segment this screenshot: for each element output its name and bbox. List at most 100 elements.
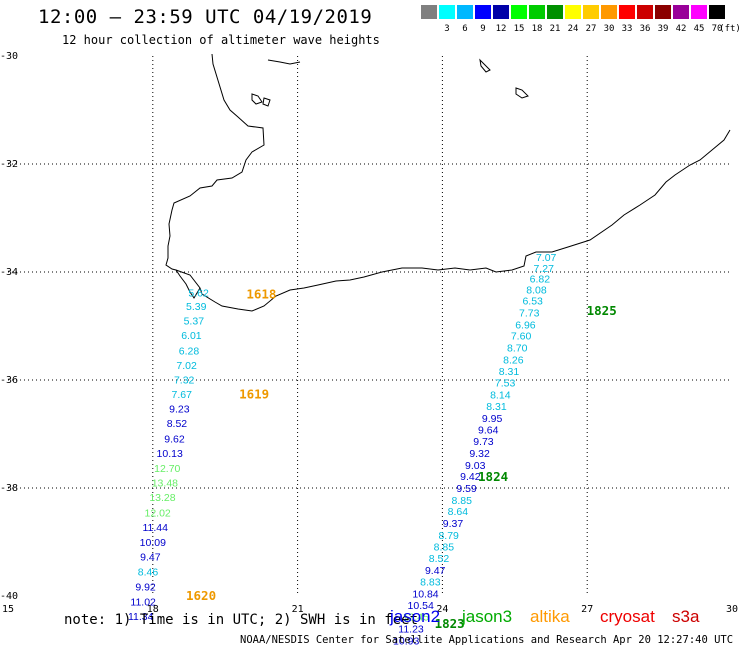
lon-tick-label: 21 xyxy=(292,604,304,615)
offshore-island xyxy=(479,58,491,73)
wave-height-label: 9.03 xyxy=(465,460,486,472)
wave-height-label: 5.39 xyxy=(186,301,207,313)
wave-height-label: 8.08 xyxy=(526,284,547,296)
wave-height-label: 8.52 xyxy=(429,553,450,565)
lat-tick-label: -32 xyxy=(0,159,18,170)
pass-time-label: 1825 xyxy=(587,303,617,318)
wave-height-label: 6.82 xyxy=(530,273,551,285)
legend-swatch xyxy=(439,5,455,19)
pass-time-label: 1618 xyxy=(246,287,276,302)
wave-height-label: 9.42 xyxy=(460,471,481,483)
wave-height-label: 9.37 xyxy=(443,518,464,530)
legend-label: 24 xyxy=(567,24,579,34)
lon-tick-label: 30 xyxy=(726,604,738,615)
legend-swatch xyxy=(421,5,437,19)
lon-tick-label: 24 xyxy=(436,604,448,615)
lat-tick-label: -38 xyxy=(0,483,18,494)
wave-height-label: 8.79 xyxy=(438,530,459,542)
legend-swatch xyxy=(511,5,527,19)
wave-height-label: 7.53 xyxy=(495,378,516,390)
legend-unit: (ft) xyxy=(719,24,740,34)
wave-height-label: 8.46 xyxy=(138,567,159,579)
wave-height-label: 13.48 xyxy=(152,478,178,490)
wave-height-label: 9.92 xyxy=(135,581,156,593)
wave-height-label: 8.70 xyxy=(507,343,528,355)
pass-time-label: 1824 xyxy=(478,469,508,484)
wave-height-label: 8.52 xyxy=(167,418,188,430)
legend-label: 45 xyxy=(693,24,705,34)
legend-label: 30 xyxy=(603,24,615,34)
wave-height-label: 9.59 xyxy=(456,483,477,495)
wave-height-label: 9.23 xyxy=(169,404,190,416)
credit-line: NOAA/NESDIS Center for Satellite Applica… xyxy=(240,634,740,646)
legend-swatch xyxy=(475,5,491,19)
legend-swatch xyxy=(583,5,599,19)
footer-note: note: 1) Time is in UTC; 2) SWH is in fe… xyxy=(64,612,419,628)
wave-height-label: 8.64 xyxy=(448,506,469,518)
legend-label: 12 xyxy=(495,24,507,34)
map-title: 12:00 – 23:59 UTC 04/19/2019 xyxy=(38,6,373,28)
wave-height-label: 7.27 xyxy=(534,263,555,275)
legend-swatch xyxy=(655,5,671,19)
wave-height-label: 10.13 xyxy=(157,448,183,460)
cape-peninsula xyxy=(175,269,201,299)
pass-time-label: 1619 xyxy=(239,387,269,402)
legend-swatch xyxy=(691,5,707,19)
inland-lake xyxy=(515,87,529,99)
lon-tick-label: 27 xyxy=(581,604,593,615)
wave-height-label: 7.67 xyxy=(172,389,193,401)
legend-label: 18 xyxy=(531,24,543,34)
legend-label: 70 xyxy=(711,24,723,34)
wave-height-label: 5.37 xyxy=(184,316,205,328)
wave-height-label: 6.28 xyxy=(179,345,200,357)
pass-time-label: 1620 xyxy=(186,588,216,603)
wave-height-label: 7.32 xyxy=(174,374,195,386)
legend-label: 21 xyxy=(549,24,561,34)
lat-tick-label: -40 xyxy=(0,591,18,602)
wave-height-label: 7.02 xyxy=(176,360,197,372)
wave-height-label: 7.07 xyxy=(536,252,557,264)
wave-height-label: 11.34 xyxy=(128,611,154,623)
wave-height-label: 9.64 xyxy=(478,425,499,437)
legend-swatch xyxy=(637,5,653,19)
wave-height-label: 9.62 xyxy=(164,433,185,445)
satellite-name: jason3 xyxy=(462,607,513,626)
legend-label: 15 xyxy=(513,24,525,34)
inland-pans xyxy=(251,93,271,107)
wave-height-label: 9.95 xyxy=(482,413,503,425)
inland-coast-fragment xyxy=(267,59,301,65)
coastline xyxy=(165,53,731,312)
lat-tick-label: -36 xyxy=(0,375,18,386)
legend-label: 27 xyxy=(585,24,597,34)
wave-height-label: 6.96 xyxy=(515,319,536,331)
legend-swatch xyxy=(529,5,545,19)
satellite-name: s3a xyxy=(672,607,700,626)
legend-swatch xyxy=(493,5,509,19)
legend-swatch xyxy=(619,5,635,19)
satellite-name: jason2 xyxy=(390,607,441,626)
wave-height-label: 6.53 xyxy=(522,296,543,308)
wave-height-label: 12.02 xyxy=(144,507,170,519)
wave-height-label: 10.09 xyxy=(140,537,166,549)
wave-height-label: 8.31 xyxy=(499,366,520,378)
legend-label: 3 xyxy=(444,24,450,34)
satellite-name: cryosat xyxy=(600,607,655,626)
wave-height-label: 8.83 xyxy=(420,576,441,588)
wave-height-label: 10.93 xyxy=(393,635,419,647)
wave-height-label: 8.85 xyxy=(451,495,472,507)
wave-height-label: 7.60 xyxy=(511,331,532,343)
legend-swatch xyxy=(601,5,617,19)
wave-height-label: 9.47 xyxy=(140,552,161,564)
legend-label: 42 xyxy=(675,24,687,34)
legend-swatch xyxy=(673,5,689,19)
wave-height-label: 12.70 xyxy=(154,463,180,475)
legend-label: 39 xyxy=(657,24,669,34)
wave-height-label: 6.01 xyxy=(181,330,202,342)
legend-swatch xyxy=(457,5,473,19)
wave-height-label: 10.84 xyxy=(412,588,438,600)
legend-swatch xyxy=(709,5,725,19)
lon-tick-label: 18 xyxy=(147,604,159,615)
wave-height-label: 8.85 xyxy=(434,541,455,553)
wave-height-label: 9.47 xyxy=(425,565,446,577)
